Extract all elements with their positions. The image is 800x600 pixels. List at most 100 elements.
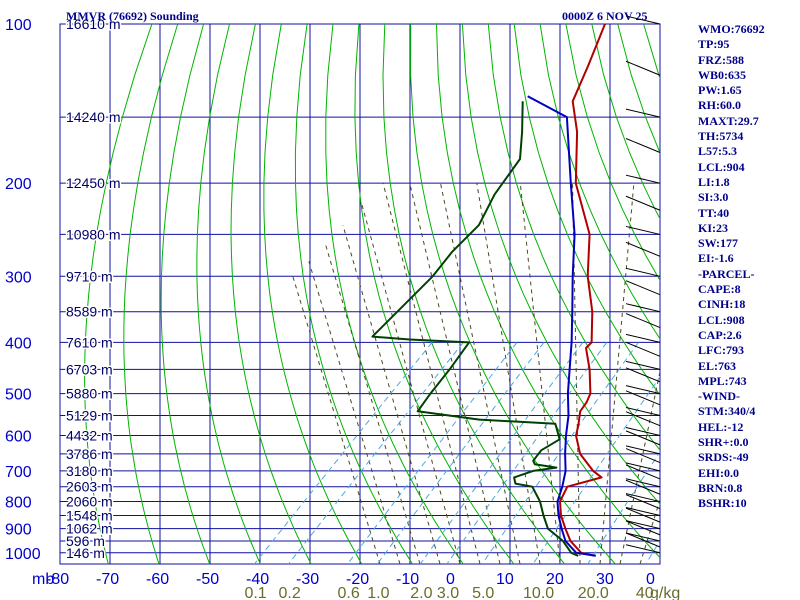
sounding-profiles (371, 24, 606, 557)
sounding-index-item: CINH:18 (698, 297, 746, 312)
wind-barb (625, 426, 661, 436)
sounding-index-item: SW:177 (698, 236, 739, 251)
height-label: 5880 m (66, 386, 113, 402)
moist-adiabat-line (409, 183, 501, 564)
wind-barb (625, 478, 661, 488)
moist-adiabat-line (476, 183, 541, 564)
mixing-ratio-line (481, 342, 639, 564)
height-label: 1548 m (66, 507, 113, 523)
mixing-ratio-line (254, 342, 433, 564)
sounding-index-item: RH:60.0 (698, 98, 741, 113)
dry-adiabats (84, 24, 660, 564)
dry-adiabat-line (354, 24, 515, 564)
wind-barb (625, 464, 661, 480)
sounding-index-item: LI:1.8 (698, 174, 730, 189)
height-label: 2060 m (66, 494, 113, 510)
temperature-tick-label: -40 (246, 571, 269, 588)
wind-barb (625, 303, 661, 313)
dry-adiabat-line (382, 24, 565, 564)
sounding-index-item: BSHR:10 (698, 496, 747, 511)
sounding-index-item: LCL:904 (698, 159, 745, 174)
sounding-index-item: -WIND- (698, 389, 740, 404)
wind-barb (625, 138, 661, 153)
pressure-tick-label: 900 (5, 522, 32, 539)
temperature-tick-label: 30 (596, 571, 614, 588)
mixing-ratio-tick-label: 5.0 (472, 585, 494, 600)
temperature-tick-label: -80 (46, 571, 69, 588)
height-label: 6703 m (66, 361, 113, 377)
height-label: 16610 m (66, 16, 120, 32)
sounding-index-item: MPL:743 (698, 373, 747, 388)
moist-adiabat-line (619, 369, 660, 564)
moist-adiabat-line (361, 204, 461, 564)
wind-barb (625, 267, 661, 277)
wind-barb (625, 411, 661, 427)
wind-barb (625, 479, 661, 495)
dry-adiabat-line (123, 24, 179, 564)
sounding-index-item: CAPE:8 (698, 282, 741, 297)
dry-adiabat-line (263, 24, 363, 564)
height-label: 3180 m (66, 463, 113, 479)
height-label: 8589 m (66, 304, 113, 320)
sounding-index-item: CAP:2.6 (698, 327, 742, 342)
height-label: 7610 m (66, 334, 113, 350)
sounding-index-item: FRZ:588 (698, 52, 744, 67)
moist-adiabat-line (342, 224, 441, 564)
mixing-ratio-tick-label: 0.1 (244, 585, 266, 600)
pressure-tick-label: 800 (5, 495, 32, 512)
temperature-tick-label: -50 (196, 571, 219, 588)
moist-adiabat-line (519, 183, 561, 564)
pressure-unit-label: mb (32, 571, 54, 588)
sounding-index-item: EI:-1.6 (698, 251, 734, 266)
temperature-tick-label: -20 (346, 571, 369, 588)
pressure-tick-label: 400 (5, 335, 32, 352)
pressure-tick-label: 700 (5, 464, 32, 481)
moist-adiabat-line (308, 260, 401, 564)
height-label: 2603 m (66, 479, 113, 495)
wind-barb (625, 341, 661, 357)
dry-adiabat-line (160, 24, 211, 564)
mixing-ratio-tick-label: 0.6 (338, 585, 360, 600)
sounding-index-item: TT:40 (698, 205, 730, 220)
wind-barb (625, 390, 661, 406)
moist-adiabat-line (382, 183, 481, 564)
sounding-index-item: SI:3.0 (698, 190, 729, 205)
dry-adiabat-line (84, 24, 153, 564)
mixing-ratio-tick-label: 0.2 (279, 585, 301, 600)
temperature-tick-label: 20 (546, 571, 564, 588)
moist-adiabat-line (292, 276, 381, 564)
sounding-index-item: KI:23 (698, 220, 728, 235)
wind-barb (625, 544, 661, 554)
wind-barb (625, 520, 661, 536)
dewpoint-line (371, 101, 579, 557)
temperature-tick-label: 10 (496, 571, 514, 588)
sounding-index-item: EHI:0.0 (698, 465, 740, 480)
mixing-ratio-tick-label: 20.0 (578, 585, 609, 600)
temperature-tick-label: 0 (446, 571, 455, 588)
dry-adiabat-line (565, 24, 660, 282)
wind-barb (625, 520, 661, 530)
sounding-index-item: LFC:793 (698, 343, 744, 358)
sounding-index-item: L57:5.3 (698, 144, 737, 159)
height-label: 5129 m (66, 408, 113, 424)
sounding-index-item: EL:763 (698, 358, 737, 373)
wind-barb (625, 195, 661, 211)
temperature-line (559, 24, 606, 557)
dry-adiabat-line (487, 24, 660, 451)
height-label: 3786 m (66, 446, 113, 462)
mixing-ratio-lines (254, 342, 660, 564)
mixing-ratio-unit-label: g/kg (650, 585, 680, 600)
height-label: 4432 m (66, 427, 113, 443)
sounding-index-item: -PARCEL- (698, 266, 755, 281)
mixing-ratio-line (587, 450, 660, 564)
wind-barb (625, 280, 661, 296)
pressure-tick-label: 100 (5, 17, 32, 34)
mixing-ratio-line (532, 376, 660, 564)
dry-adiabat-line (196, 24, 261, 564)
pressure-tick-label: 200 (5, 176, 32, 193)
wind-barb (625, 15, 661, 25)
wind-barb (625, 507, 661, 523)
mixing-ratio-tick-label: 2.0 (410, 585, 432, 600)
mixing-ratio-tick-label: 10.0 (523, 585, 554, 600)
